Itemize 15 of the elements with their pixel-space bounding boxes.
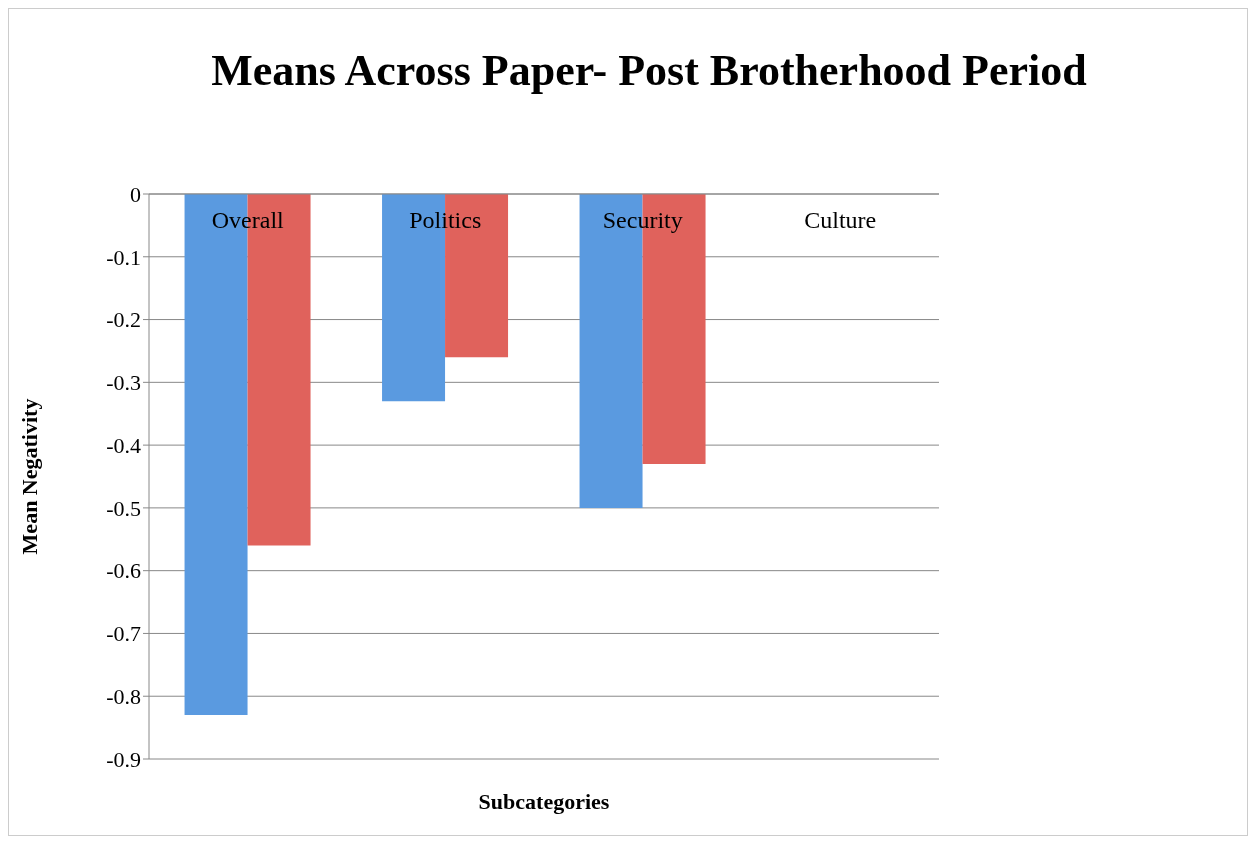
y-tick-label: -0.6: [106, 558, 141, 584]
y-tick-label: -0.2: [106, 307, 141, 333]
y-tick-label: -0.9: [106, 746, 141, 772]
y-axis-title: Mean Negativity: [16, 398, 42, 555]
y-tick-label: -0.7: [106, 621, 141, 647]
y-tick-label: 0: [130, 181, 141, 207]
x-tick-label: Overall: [211, 207, 285, 233]
chart-title: Means Across Paper- Post Brotherhood Period: [210, 45, 1088, 97]
y-tick-label: -0.1: [106, 244, 141, 270]
x-axis-title: Subcategories: [477, 789, 611, 815]
y-tick-label: -0.3: [106, 370, 141, 396]
x-tick-label: Culture: [804, 207, 877, 233]
y-tick-label: -0.8: [106, 684, 141, 710]
y-tick-label: -0.4: [106, 432, 141, 458]
y-tick-label: -0.5: [106, 495, 141, 521]
